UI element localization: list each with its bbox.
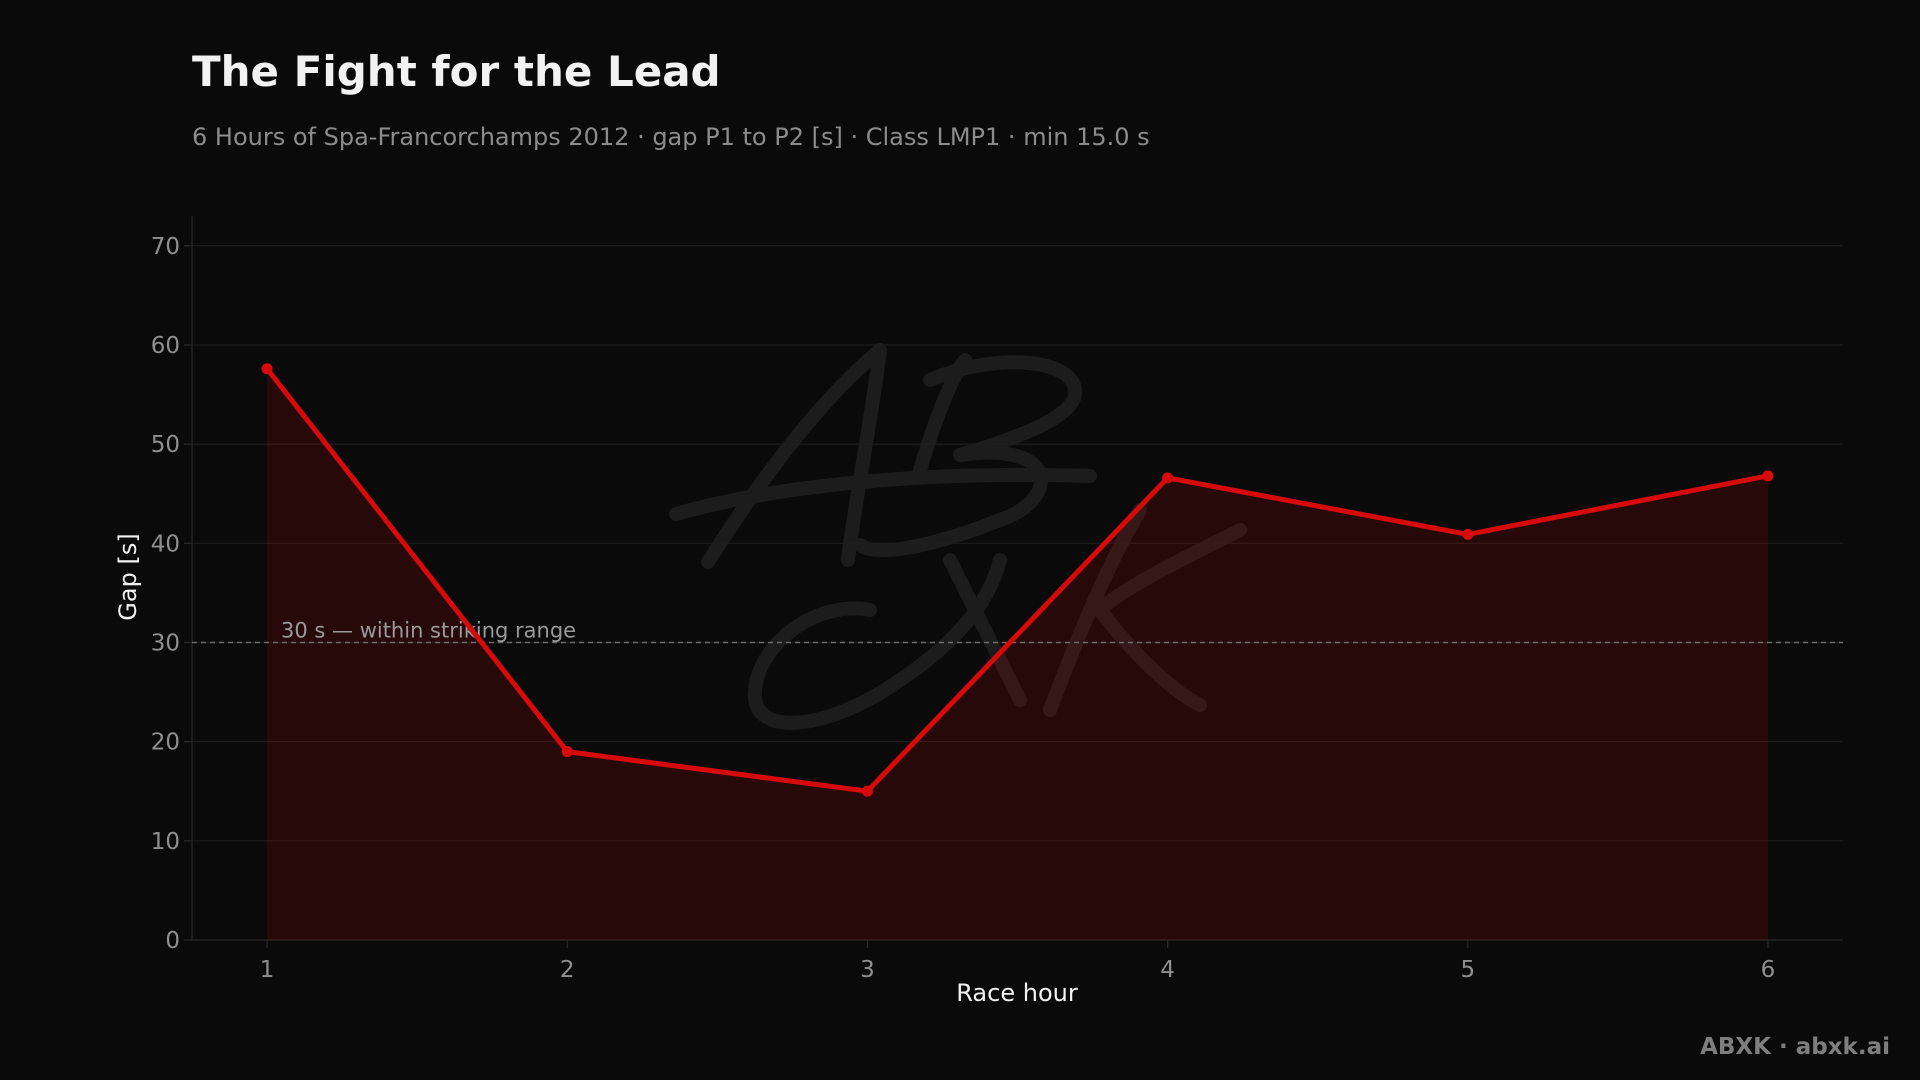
x-tick-labels: 1 2 3 4 5 6 [260,957,1776,983]
chart-subtitle: 6 Hours of Spa-Francorchamps 2012 · gap … [192,123,1150,151]
x-tick-label: 6 [1761,957,1776,983]
x-tick-label: 4 [1160,957,1175,983]
chart-title: The Fight for the Lead [192,47,721,96]
data-point [561,746,573,758]
series-points [261,363,1774,797]
data-point [861,785,873,797]
data-point [1162,472,1174,484]
y-tick-label: 60 [151,333,180,359]
series-line-layer [264,366,1771,794]
reference-line-label: 30 s — within striking range [281,618,576,642]
y-tick-label: 30 [151,630,180,656]
x-tick-label: 3 [860,957,875,983]
y-tick-label: 50 [151,432,180,458]
y-tick-label: 10 [151,829,180,855]
series-area-layer [267,368,1768,940]
x-axis-label: Race hour [956,979,1078,1007]
y-axis-label: Gap [s] [114,533,142,620]
watermark-logo [669,343,1247,730]
series-area [267,368,1768,940]
y-tick-labels: 0 10 20 30 40 50 60 70 [151,234,180,954]
data-point [261,363,273,375]
x-tick-label: 5 [1460,957,1475,983]
x-tick-label: 2 [560,957,575,983]
footer-brand: ABXK · abxk.ai [1700,1034,1890,1060]
data-point [1762,470,1774,482]
x-tick-label: 1 [260,957,275,983]
axes [184,216,1843,948]
data-point [1462,528,1474,540]
y-tick-label: 40 [151,531,180,557]
y-tick-label: 20 [151,730,180,756]
series-line [264,366,1771,794]
y-tick-label: 0 [165,928,180,954]
grid-lines [192,245,1843,842]
y-tick-label: 70 [151,234,180,260]
reference-line-group: 30 s — within striking range [192,618,1843,644]
